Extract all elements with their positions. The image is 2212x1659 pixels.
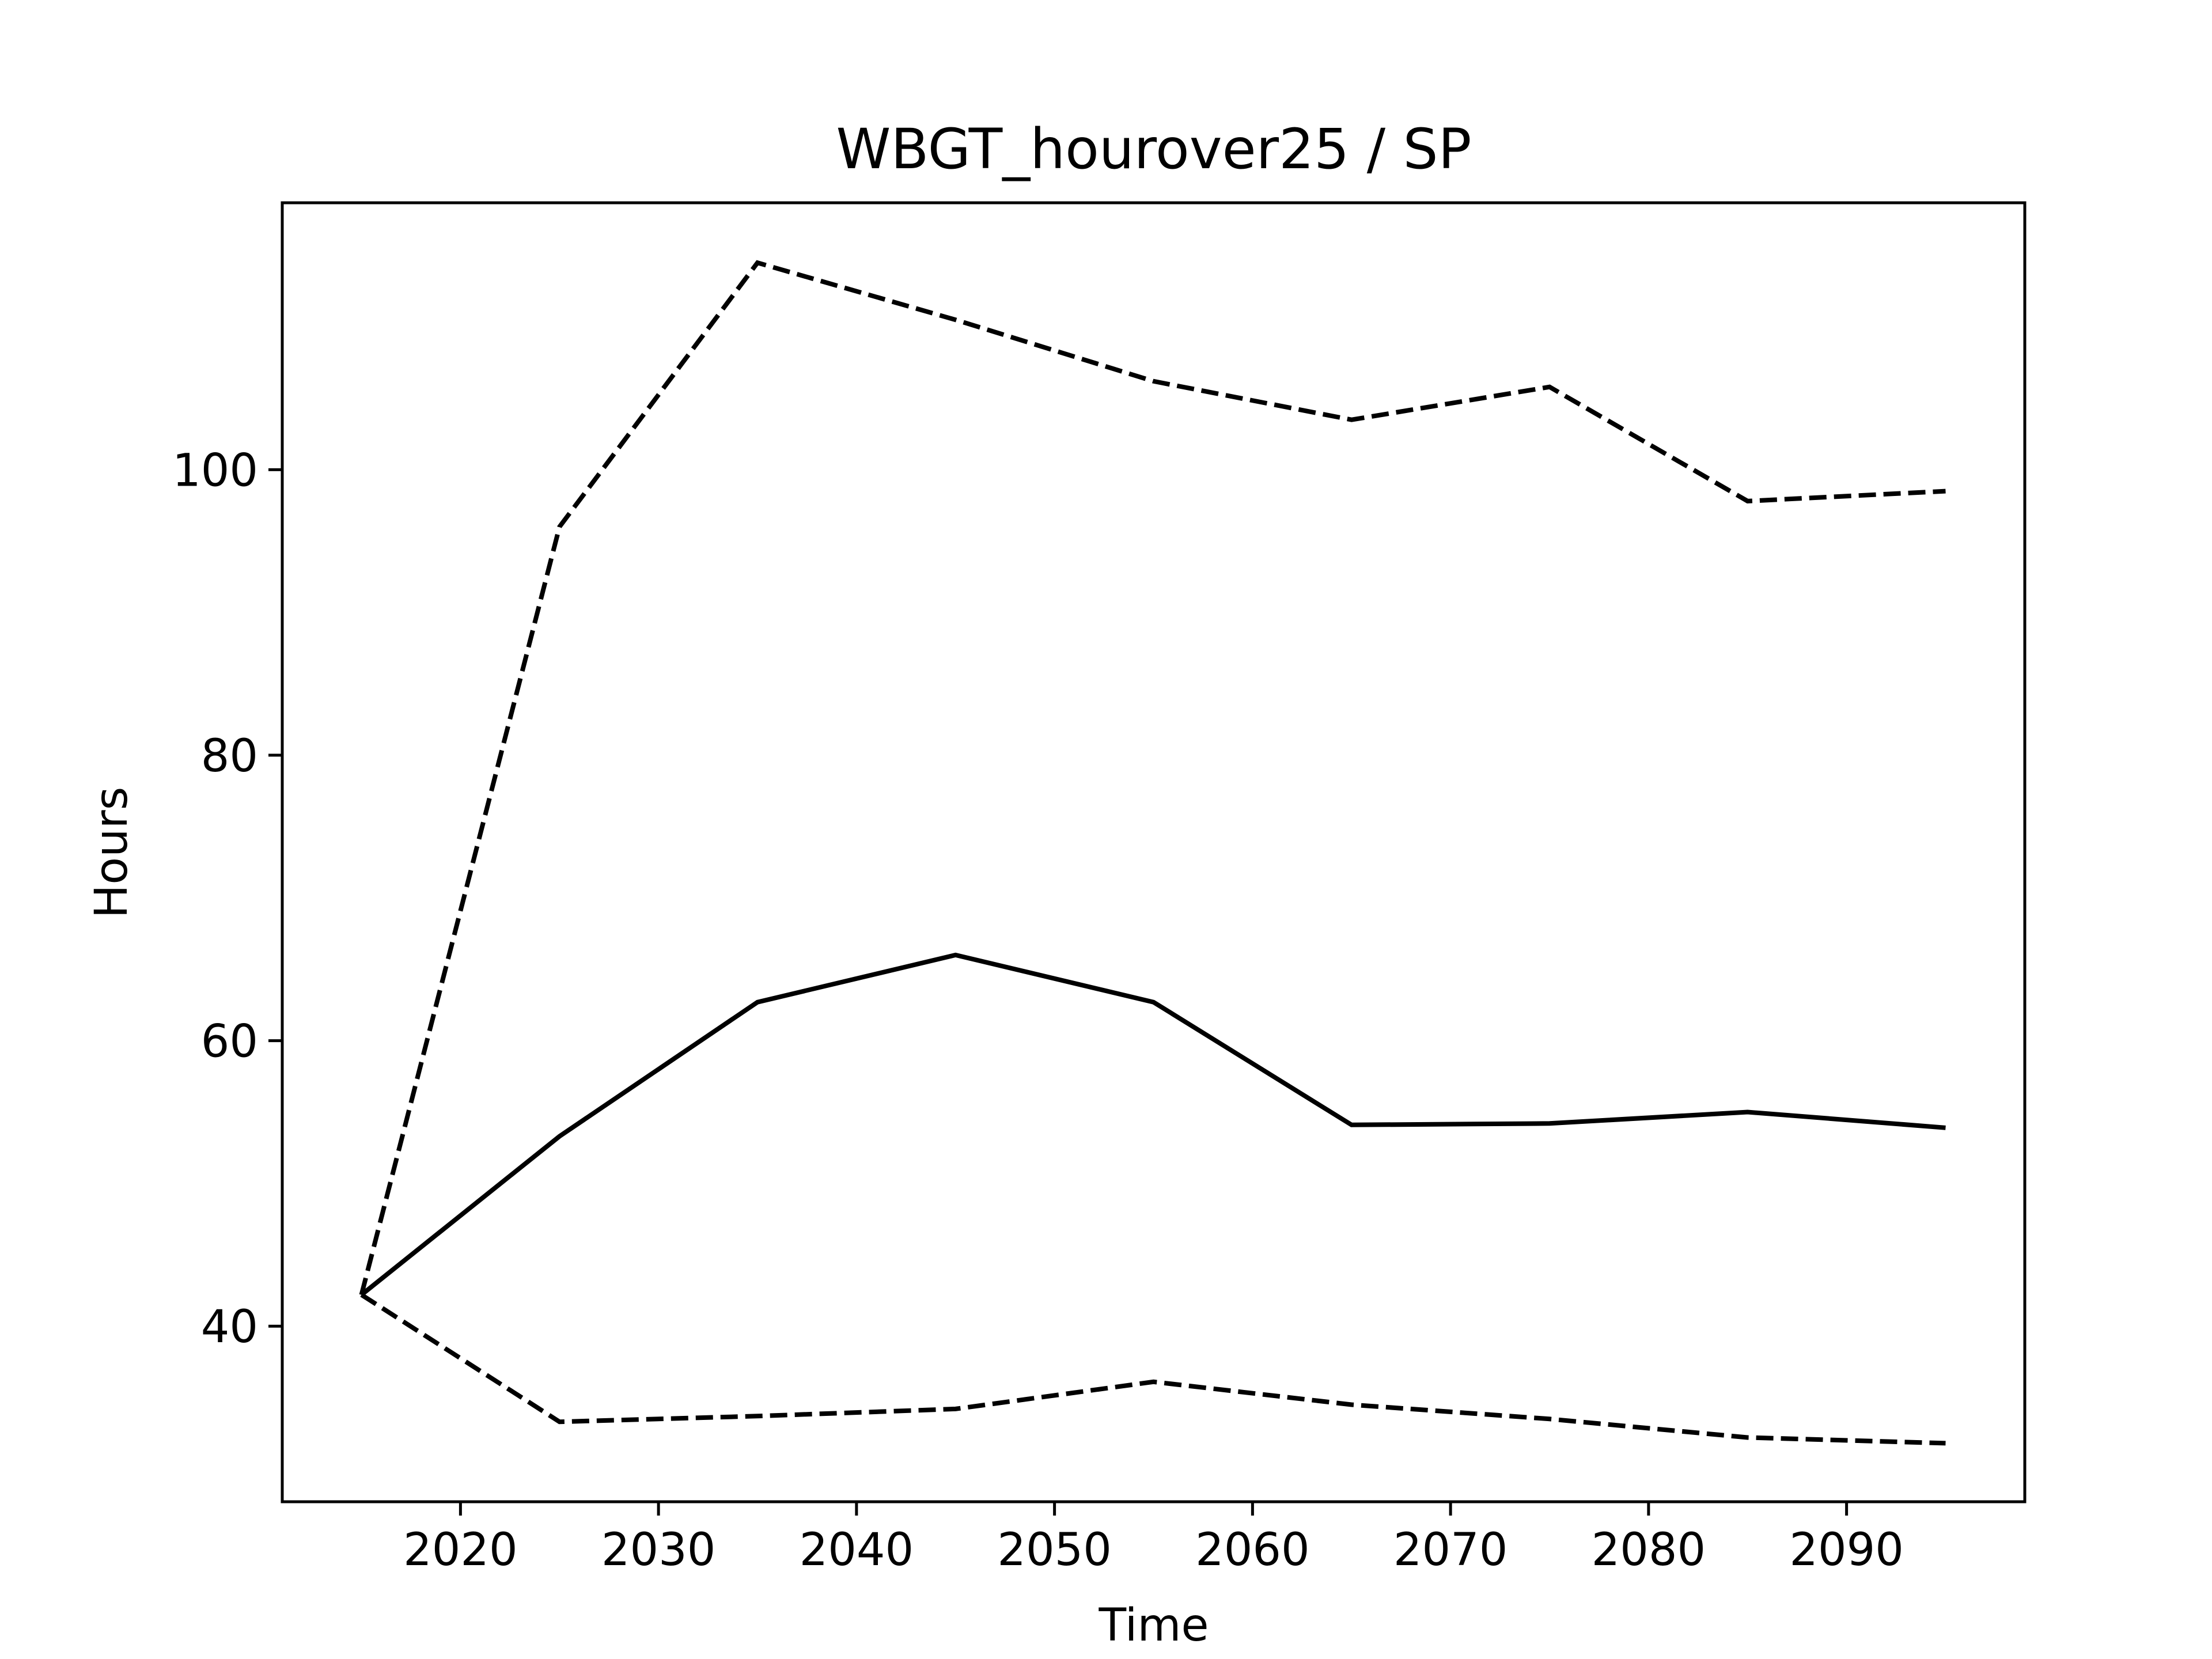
x-axis-label: Time	[1099, 1600, 1209, 1652]
series-line-1	[360, 952, 1946, 1297]
x-tick-label: 2030	[601, 1524, 716, 1576]
y-tick-label: 40	[201, 1301, 258, 1353]
x-tick-label: 2050	[997, 1524, 1112, 1576]
series-line-2	[359, 260, 1946, 1296]
x-tick-label: 2090	[1789, 1524, 1904, 1576]
x-tick-label: 2020	[403, 1524, 518, 1576]
series-layer	[359, 260, 1946, 1446]
plot-frame	[281, 201, 2027, 1503]
y-tick-label: 60	[201, 1016, 258, 1068]
chart-title: WBGT_hourover25 / SP	[836, 117, 1472, 181]
series-line-3	[360, 1293, 1946, 1446]
x-axis-ticks: 2020 2030 2040 2050 2060 2070 2080 2090	[403, 1502, 1904, 1576]
x-tick-label: 2040	[800, 1524, 914, 1576]
y-axis-ticks: 40 60 80 100	[172, 445, 282, 1353]
y-tick-label: 100	[172, 445, 258, 497]
x-tick-label: 2070	[1393, 1524, 1508, 1576]
y-tick-label: 80	[201, 730, 258, 782]
y-axis-label: Hours	[86, 787, 138, 919]
x-tick-label: 2080	[1592, 1524, 1706, 1576]
x-tick-label: 2060	[1195, 1524, 1310, 1576]
